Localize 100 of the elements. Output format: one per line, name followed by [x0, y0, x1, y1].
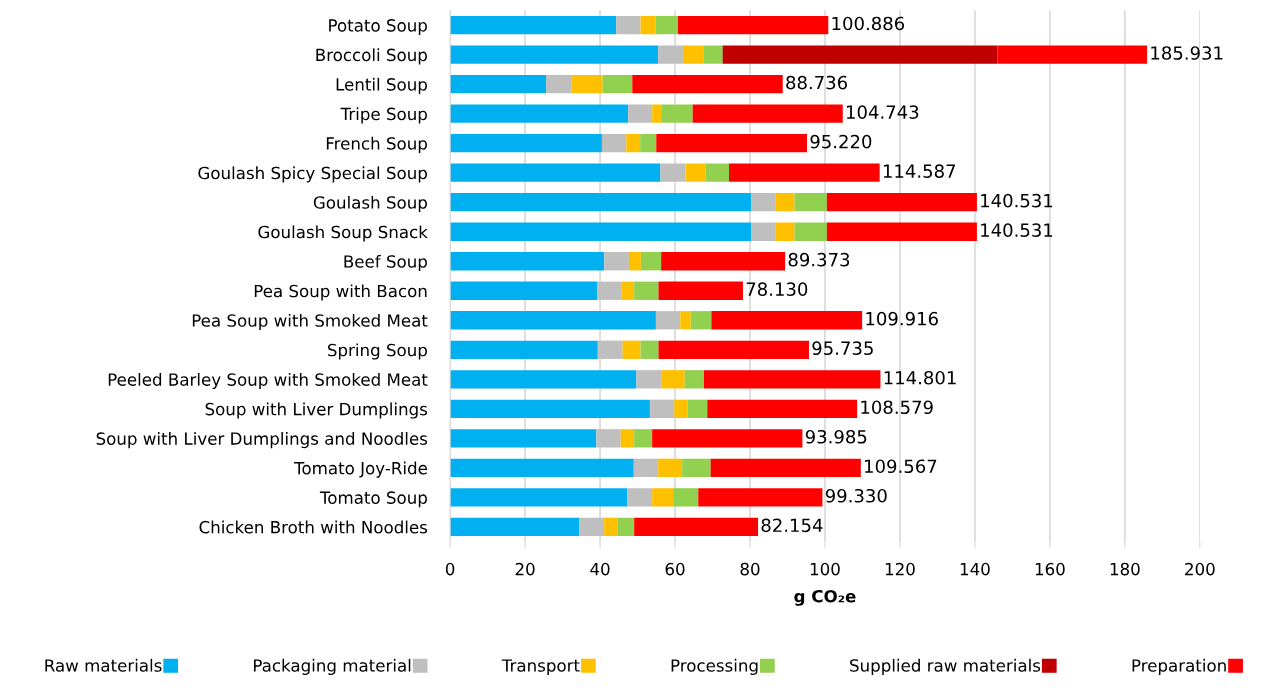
bar — [633, 458, 659, 478]
x-tick-label: 20 — [515, 562, 535, 576]
bar — [692, 104, 843, 123]
y-tick-label: French Soup — [326, 136, 427, 153]
bar — [627, 488, 653, 507]
bar — [616, 15, 641, 35]
x-tick-label: 40 — [590, 562, 610, 576]
x-tick-label: 140 — [960, 562, 990, 576]
bar — [450, 104, 629, 123]
bar — [632, 74, 783, 94]
total-label: 95.735 — [812, 341, 873, 356]
y-tick-label: Broccoli Soup — [316, 48, 427, 65]
y-tick-label: Pea Soup with Bacon — [254, 284, 427, 301]
legend-label: Packaging material — [254, 658, 411, 675]
bar — [658, 45, 683, 64]
x-tick-label: 100 — [810, 562, 840, 576]
y-tick-label: Goulash Soup Snack — [258, 225, 428, 242]
bar — [775, 193, 795, 212]
bar — [621, 281, 635, 300]
bar — [703, 370, 881, 389]
x-tick-label: 200 — [1185, 562, 1215, 576]
y-tick-label: Chicken Broth with Noodles — [199, 520, 428, 534]
total-label: 104.743 — [846, 105, 919, 119]
total-label: 89.373 — [788, 252, 850, 267]
bar — [652, 488, 674, 507]
bar — [620, 429, 635, 448]
x-tick-label: 120 — [885, 562, 915, 576]
bar — [722, 45, 998, 64]
x-tick-label: 180 — [1110, 562, 1140, 576]
bar — [450, 45, 659, 64]
bar — [626, 134, 641, 153]
legend-label: Raw materials — [45, 658, 162, 672]
bar — [546, 74, 572, 94]
x-tick-label: 60 — [665, 562, 685, 576]
bar — [658, 458, 683, 478]
total-label: 100.886 — [832, 16, 905, 31]
y-tick-label: Pea Soup with Smoked Meat — [192, 313, 428, 331]
bar — [640, 340, 659, 359]
bar — [636, 370, 662, 389]
y-tick-label: Potato Soup — [329, 19, 427, 35]
y-tick-label: Tomato Soup — [319, 491, 427, 508]
total-label: 93.985 — [805, 429, 867, 444]
bar — [707, 399, 858, 418]
legend-label: Preparation — [1132, 658, 1226, 675]
bar — [826, 193, 977, 212]
bar — [751, 193, 776, 212]
total-label: 82.154 — [761, 518, 823, 533]
x-tick-label: 0 — [445, 562, 455, 576]
x-tick-label: 160 — [1035, 562, 1065, 576]
total-label: 78.130 — [746, 282, 808, 296]
y-tick-label: Lentil Soup — [336, 77, 427, 94]
bar — [450, 193, 752, 212]
total-label: 114.801 — [884, 370, 956, 385]
bar — [705, 163, 729, 182]
bar — [634, 429, 653, 448]
bar — [450, 399, 650, 418]
bar — [690, 311, 712, 330]
bar — [684, 370, 704, 389]
y-tick-label: Beef Soup — [344, 254, 427, 272]
bar — [571, 74, 603, 94]
bar — [661, 252, 786, 271]
y-tick-label: Soup with Liver Dumplings and Noodles — [96, 432, 428, 449]
bar — [655, 15, 679, 35]
bar — [634, 517, 759, 537]
bar — [450, 252, 605, 271]
y-tick-label: Tripe Soup — [340, 107, 427, 124]
bar — [450, 458, 634, 478]
bar — [660, 163, 686, 182]
legend-label: Transport — [501, 659, 580, 675]
total-label: 140.531 — [981, 193, 1053, 208]
bar — [703, 45, 723, 64]
bar — [628, 104, 653, 123]
total-label: 109.567 — [865, 459, 937, 474]
total-label: 95.220 — [810, 134, 872, 149]
y-tick-label: Goulash Soup — [313, 195, 427, 213]
bar — [729, 163, 880, 182]
bar — [450, 340, 598, 359]
y-tick-label: Peeled Barley Soup with Smoked Meat — [108, 372, 428, 390]
y-tick-label: Spring Soup — [327, 343, 427, 360]
bar — [649, 399, 675, 418]
bar — [640, 134, 657, 153]
bar — [673, 488, 699, 507]
legend-label: Processing — [671, 658, 758, 675]
bar — [601, 134, 627, 153]
bar — [674, 399, 688, 418]
bar — [658, 340, 809, 359]
bar — [450, 134, 602, 153]
bar — [628, 252, 641, 271]
bar — [450, 311, 656, 330]
legend-label: Supplied raw materials — [850, 658, 1041, 675]
bar — [596, 429, 621, 448]
bar — [617, 517, 635, 537]
bar — [687, 399, 708, 418]
bar — [685, 163, 706, 182]
bar — [450, 222, 752, 241]
bar — [602, 74, 633, 94]
bar — [450, 517, 580, 537]
bar — [597, 281, 622, 300]
total-label: 108.579 — [861, 400, 933, 415]
bar — [640, 252, 662, 271]
